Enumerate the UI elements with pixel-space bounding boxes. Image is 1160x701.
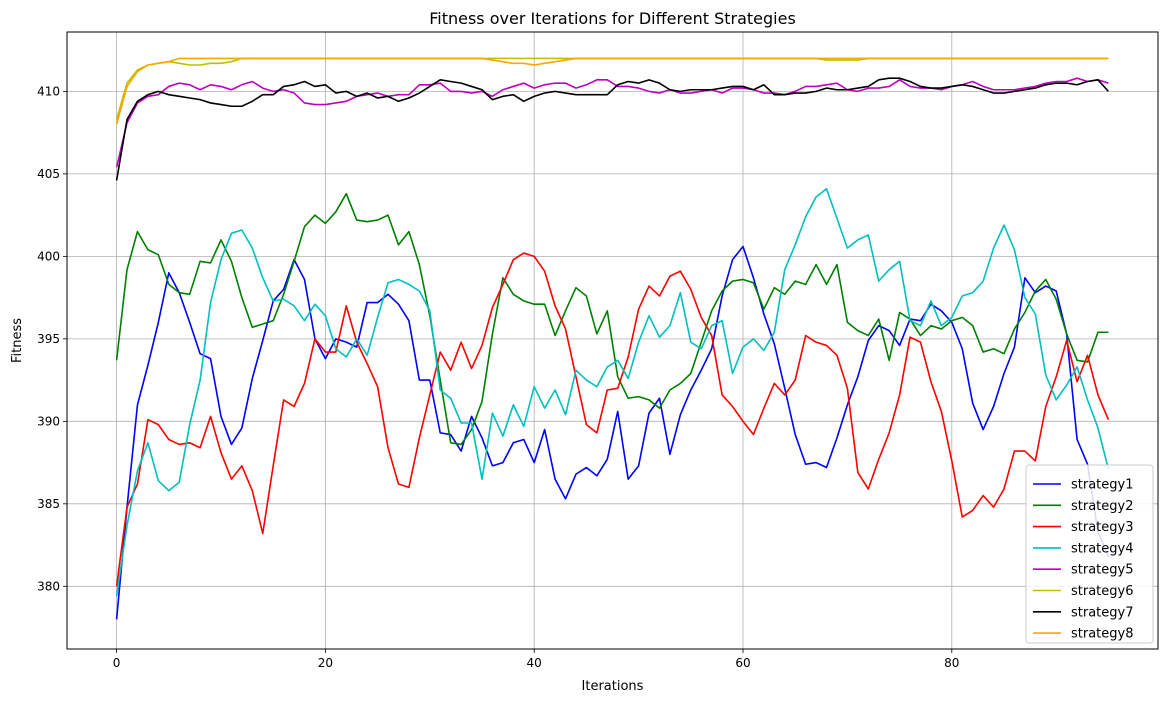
y-tick-label: 390 — [37, 414, 60, 428]
legend-box — [1025, 464, 1154, 644]
x-axis-label: Iterations — [582, 679, 644, 694]
series-line-strategy3 — [115, 252, 1110, 587]
legend-label-strategy2: strategy2 — [1071, 499, 1134, 514]
legend-label-strategy7: strategy7 — [1071, 605, 1134, 620]
legend-label-strategy5: strategy5 — [1071, 563, 1134, 578]
series-line-strategy1 — [115, 245, 1110, 620]
y-tick-label: 405 — [37, 167, 60, 181]
legend-label-strategy6: strategy6 — [1071, 584, 1134, 599]
legend-label-strategy1: strategy1 — [1071, 478, 1134, 493]
x-tick-label: 60 — [735, 656, 750, 670]
y-tick-label: 410 — [37, 84, 60, 98]
x-tick-label: 80 — [944, 656, 959, 670]
x-tick-label: 0 — [113, 656, 121, 670]
series-lines — [115, 57, 1110, 620]
series-line-strategy8 — [115, 57, 1109, 125]
series-line-strategy5 — [115, 77, 1109, 168]
y-tick-label: 385 — [37, 497, 60, 511]
series-line-strategy7 — [115, 77, 1110, 181]
legend-label-strategy3: strategy3 — [1071, 520, 1134, 535]
legend: strategy1 strategy2 strategy3 strategy4 stra… — [1025, 464, 1154, 644]
legend-label-strategy4: strategy4 — [1071, 541, 1134, 556]
grid — [67, 32, 1158, 649]
y-axis-label: Fitness — [10, 318, 25, 363]
y-tick-label: 400 — [37, 249, 60, 263]
axis-ticks: 0 20 40 60 80 380 385 390 395 400 405 410 — [37, 84, 959, 670]
plot-frame — [66, 31, 1159, 650]
x-tick-label: 20 — [318, 656, 333, 670]
plot-area: 0 20 40 60 80 380 385 390 395 400 405 410 — [37, 31, 1159, 670]
series-line-strategy4 — [115, 187, 1110, 597]
chart-title: Fitness over Iterations for Different St… — [429, 9, 796, 28]
x-tick-label: 40 — [527, 656, 542, 670]
y-tick-label: 380 — [37, 579, 60, 593]
series-line-strategy2 — [115, 192, 1109, 446]
legend-label-strategy8: strategy8 — [1071, 627, 1134, 642]
y-tick-label: 395 — [37, 332, 60, 346]
